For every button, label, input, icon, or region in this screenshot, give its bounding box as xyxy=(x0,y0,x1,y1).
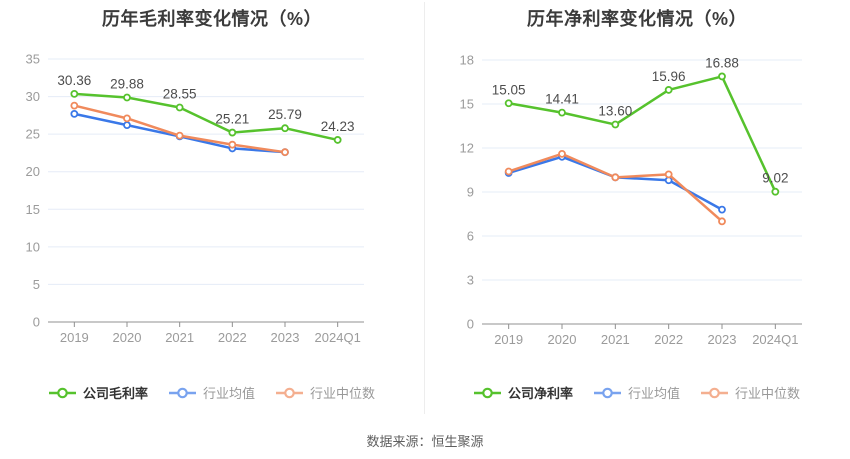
series-line-0 xyxy=(507,75,777,193)
legend-item-industry-median[interactable]: 行业中位数 xyxy=(701,383,800,402)
x-tick-label: 2024Q1 xyxy=(315,330,361,345)
y-tick-label: 3 xyxy=(467,273,474,288)
data-point[interactable] xyxy=(70,101,79,110)
legend-marker-icon xyxy=(168,387,196,398)
data-point[interactable] xyxy=(123,93,131,102)
legend-label: 公司毛利率 xyxy=(82,386,148,401)
net-margin-chart-legend: 公司净利率 行业均值 行业中位数 xyxy=(425,383,849,402)
data-point[interactable] xyxy=(771,187,780,196)
data-point[interactable] xyxy=(175,131,184,140)
y-tick-label: 0 xyxy=(467,317,474,332)
data-point[interactable] xyxy=(558,108,566,117)
x-tick-label: 2022 xyxy=(654,332,683,347)
series-line-0 xyxy=(73,92,339,142)
legend-label: 行业均值 xyxy=(202,386,255,401)
x-tick-label: 2023 xyxy=(708,332,737,347)
data-point[interactable] xyxy=(718,205,726,214)
legend-label: 行业中位数 xyxy=(310,386,376,401)
data-point-label: 13.60 xyxy=(598,104,632,119)
y-tick-label: 5 xyxy=(33,277,40,292)
gross-margin-chart-title: 历年毛利率变化情况（%） xyxy=(101,9,322,29)
legend-item-company[interactable]: 公司毛利率 xyxy=(48,383,148,402)
data-point-label: 25.79 xyxy=(268,107,302,122)
data-point[interactable] xyxy=(123,121,131,130)
legend-marker-icon xyxy=(473,387,501,398)
x-tick-label: 2019 xyxy=(494,332,523,347)
data-point-label: 28.55 xyxy=(163,86,197,101)
legend-item-company[interactable]: 公司净利率 xyxy=(473,383,573,402)
y-tick-label: 25 xyxy=(26,127,40,142)
data-source-note: 数据来源：恒生聚源 xyxy=(366,434,484,449)
data-point[interactable] xyxy=(123,114,131,123)
y-tick-label: 0 xyxy=(33,315,40,330)
gross-margin-chart-panel: 0 5 10 15 20 25 30 35 2019 2020 2021 2022 2023 2024Q1… xyxy=(0,0,424,415)
y-tick-label: 10 xyxy=(26,239,40,254)
data-point-label: 15.96 xyxy=(652,69,686,84)
legend-label: 行业中位数 xyxy=(735,386,801,401)
data-point[interactable] xyxy=(664,170,673,179)
data-point[interactable] xyxy=(611,120,620,129)
data-point[interactable] xyxy=(504,167,513,176)
legend-label: 行业均值 xyxy=(627,386,680,401)
legend-item-industry-median[interactable]: 行业中位数 xyxy=(276,383,375,402)
data-point[interactable] xyxy=(70,89,79,98)
data-point[interactable] xyxy=(718,217,726,226)
data-point-label: 29.88 xyxy=(110,76,144,91)
data-point[interactable] xyxy=(228,128,237,137)
data-point[interactable] xyxy=(718,72,726,81)
x-tick-label: 2024Q1 xyxy=(752,332,798,347)
legend-marker-icon xyxy=(276,387,303,398)
net-margin-chart-canvas: 0 3 6 9 12 15 18 2019 2020 2021 2022 2023 2024Q1 15.0… xyxy=(460,53,802,347)
net-margin-chart-title: 历年净利率变化情况（%） xyxy=(526,9,747,29)
data-point[interactable] xyxy=(281,124,289,133)
series-line-1 xyxy=(507,155,724,211)
data-point[interactable] xyxy=(333,136,342,144)
gross-margin-chart-legend: 公司毛利率 行业均值 行业中位数 xyxy=(0,383,424,402)
y-tick-label: 35 xyxy=(26,52,40,67)
data-point[interactable] xyxy=(558,149,566,158)
y-tick-label: 15 xyxy=(460,97,474,112)
y-tick-label: 12 xyxy=(460,141,474,156)
y-tick-label: 30 xyxy=(26,89,40,104)
legend-item-industry-mean[interactable]: 行业均值 xyxy=(593,383,680,402)
y-tick-label: 6 xyxy=(467,229,474,244)
data-point[interactable] xyxy=(504,99,513,108)
data-point-label: 9.02 xyxy=(762,171,788,186)
x-tick-label: 2020 xyxy=(548,332,577,347)
data-point[interactable] xyxy=(175,103,184,112)
x-tick-label: 2022 xyxy=(218,330,247,345)
data-point[interactable] xyxy=(70,109,79,118)
data-point-label: 25.21 xyxy=(215,112,249,127)
series-line-2 xyxy=(73,104,287,154)
y-tick-label: 15 xyxy=(26,202,40,217)
data-point-label: 30.36 xyxy=(57,73,91,88)
data-point-label: 15.05 xyxy=(492,82,526,97)
data-point[interactable] xyxy=(281,148,289,157)
legend-label: 公司净利率 xyxy=(507,386,573,401)
y-tick-label: 9 xyxy=(467,185,474,200)
legend-marker-icon xyxy=(593,387,621,398)
data-point-label: 14.41 xyxy=(545,92,579,107)
x-tick-label: 2021 xyxy=(601,332,630,347)
data-point-label: 16.88 xyxy=(705,55,739,70)
legend-marker-icon xyxy=(701,387,728,398)
x-tick-label: 2021 xyxy=(165,330,194,345)
legend-item-industry-mean[interactable]: 行业均值 xyxy=(168,383,255,402)
data-point[interactable] xyxy=(228,140,237,149)
data-point-label: 24.23 xyxy=(321,119,355,134)
x-tick-label: 2020 xyxy=(113,330,142,345)
charts-row: 0 5 10 15 20 25 30 35 2019 2020 2021 2022 2023 2024Q1… xyxy=(0,0,849,415)
y-tick-label: 18 xyxy=(460,53,474,68)
y-tick-label: 20 xyxy=(26,164,40,179)
x-tick-label: 2023 xyxy=(271,330,300,345)
net-margin-chart-panel: 0 3 6 9 12 15 18 2019 2020 2021 2022 2023 2024Q1 15.0… xyxy=(425,0,849,415)
data-point[interactable] xyxy=(664,86,673,94)
data-point[interactable] xyxy=(611,173,620,182)
x-tick-label: 2019 xyxy=(60,330,89,345)
legend-marker-icon xyxy=(48,387,76,398)
gross-margin-chart-canvas: 0 5 10 15 20 25 30 35 2019 2020 2021 2022 2023 2024Q1… xyxy=(26,52,364,345)
panel-divider xyxy=(424,2,425,414)
